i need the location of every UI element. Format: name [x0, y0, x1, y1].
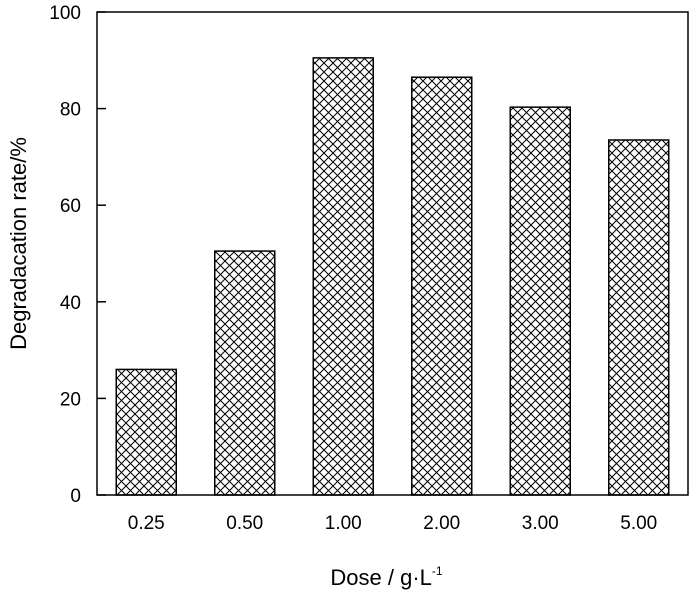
x-tick-label: 3.00 [522, 513, 559, 534]
x-axis-title: Dose / g·L-1 [330, 564, 442, 590]
bar-2.00 [411, 76, 473, 496]
y-tick-label: 80 [60, 100, 81, 121]
bar-5.00 [608, 139, 670, 496]
y-tick-label: 0 [70, 486, 81, 507]
bars [115, 57, 670, 496]
bar-0.25 [115, 368, 177, 496]
x-axis-ticks: 0.25 0.50 1.00 2.00 3.00 5.00 [128, 513, 657, 534]
x-tick-label: 0.25 [128, 513, 165, 534]
y-tick-label: 20 [60, 389, 81, 410]
x-tick-label: 5.00 [620, 513, 657, 534]
y-tick-label: 40 [60, 293, 81, 314]
bar-1.00 [312, 57, 374, 496]
x-tick-label: 0.50 [226, 513, 263, 534]
bar-3.00 [509, 106, 571, 496]
y-tick-label: 100 [49, 3, 81, 24]
y-tick-label: 60 [60, 196, 81, 217]
plot-frame [96, 11, 689, 496]
x-tick-label: 2.00 [423, 513, 460, 534]
y-axis-title: Degradacation rate/% [6, 137, 31, 350]
y-axis-ticks: 0 20 40 60 80 100 [49, 3, 106, 507]
x-axis-title-text: Dose / g·L [330, 565, 432, 590]
x-tick-label: 1.00 [325, 513, 362, 534]
x-axis-title-superscript: -1 [432, 564, 443, 578]
bar-0.50 [214, 250, 276, 496]
